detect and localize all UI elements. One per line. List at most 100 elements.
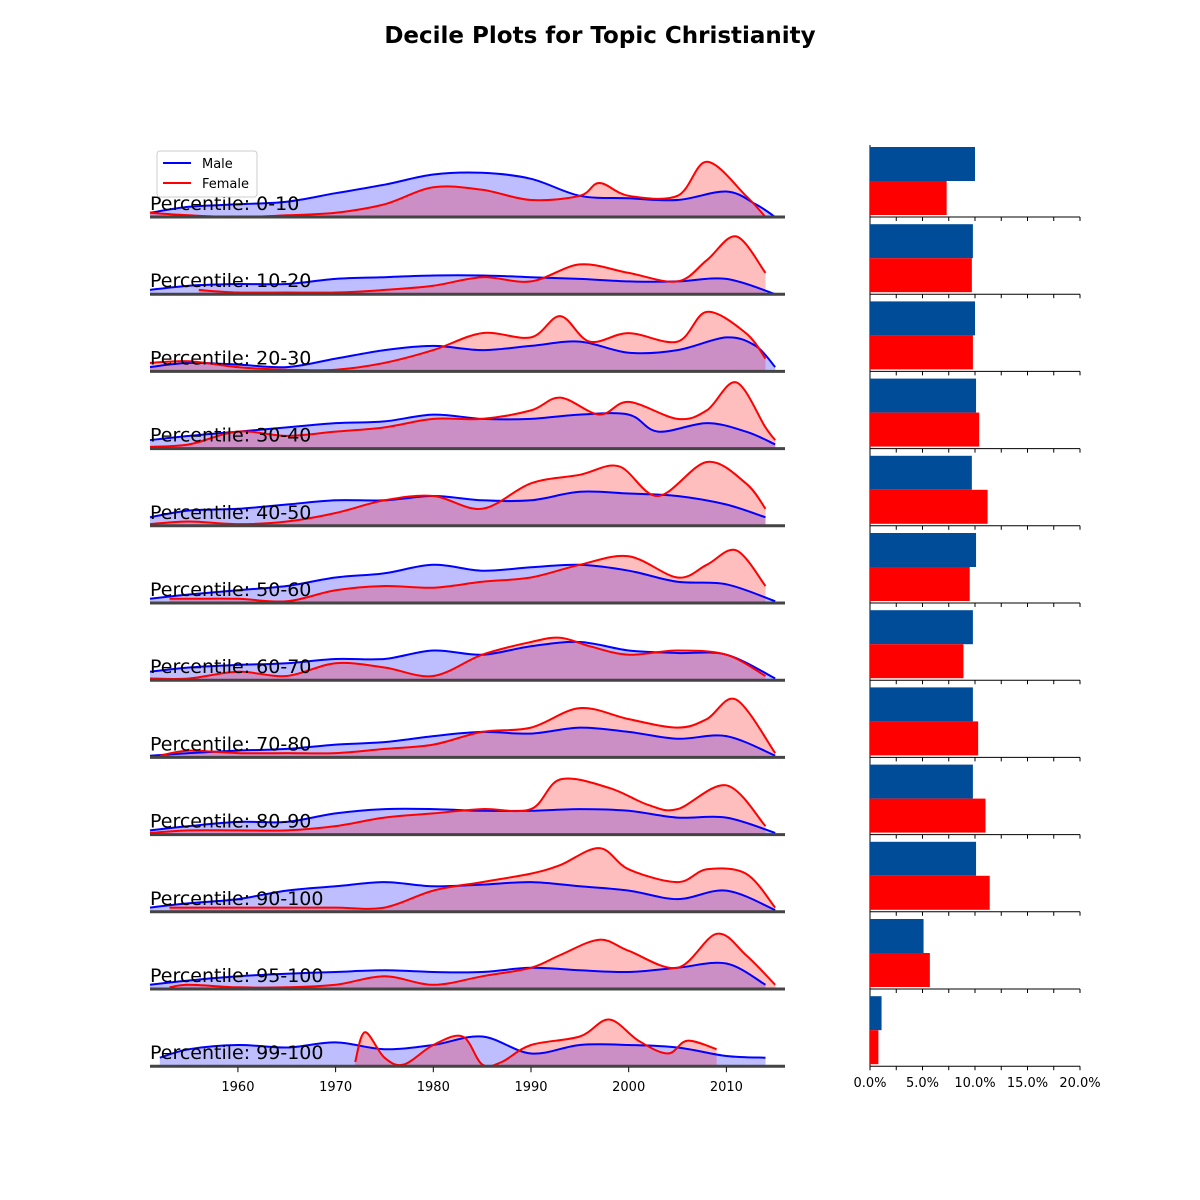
male-density-line (149, 490, 766, 519)
female-bar (870, 721, 979, 756)
bar-group-4 (869, 455, 1081, 530)
female-density-line (149, 636, 766, 680)
female-density-area (198, 236, 766, 295)
overlap-density-area (150, 808, 766, 835)
x-tick-label: 1970 (319, 1080, 352, 1095)
bar-group-0 (869, 147, 1081, 221)
bar-x-tick-label: 10.0% (954, 1076, 995, 1091)
bar-group-3 (869, 378, 1081, 453)
female-density-line (149, 310, 767, 372)
row-label: Percentile: 70-80 (150, 733, 311, 755)
female-bar (870, 798, 986, 833)
ridge-row-9: Percentile: 90-100 (149, 847, 785, 914)
bar-group-10 (869, 919, 1081, 993)
ridge-row-2: Percentile: 20-30 (149, 310, 785, 373)
male-bar (870, 919, 924, 953)
bar-x-tick-label: 15.0% (1007, 1076, 1048, 1091)
row-label: Percentile: 95-100 (150, 965, 323, 987)
overlap-density-area (169, 962, 766, 989)
bar-group-5 (869, 533, 1081, 607)
ridge-row-11: Percentile: 99-100 (150, 1018, 785, 1068)
female-bar (870, 181, 947, 215)
male-bar (870, 224, 973, 259)
bar-group-8 (869, 764, 1081, 839)
legend-female-label: Female (202, 177, 249, 192)
overlap-density-area (169, 882, 776, 912)
female-density-line (354, 1018, 717, 1068)
overlap-density-area (150, 413, 776, 449)
bar-group-7 (869, 687, 1081, 762)
female-density-line (149, 460, 767, 526)
ridge-row-8: Percentile: 80-90 (149, 777, 785, 837)
legend: Male Female (156, 150, 258, 198)
male-bar (870, 378, 977, 413)
bar-group-6 (869, 610, 1081, 685)
bar-group-2 (869, 301, 1081, 376)
bar-x-axis: 0.0% 5.0% 10.0% 15.0% 20.0% (853, 1076, 1100, 1091)
overlap-density-area (355, 1036, 717, 1067)
male-density-line (149, 726, 776, 757)
ridgeline-x-axis: 1960 1970 1980 1990 2000 2010 (221, 1067, 743, 1095)
female-density-line (169, 548, 767, 603)
x-tick-label: 1990 (514, 1080, 547, 1095)
bar-x-tick-label: 0.0% (853, 1076, 886, 1091)
female-density-line (169, 847, 776, 910)
male-density-line (149, 640, 776, 680)
male-density-line (149, 336, 776, 369)
ridge-row-10: Percentile: 95-100 (149, 932, 785, 991)
male-bar (870, 455, 972, 490)
bar-x-tick-label: 5.0% (906, 1076, 939, 1091)
male-bar (870, 610, 973, 645)
overlap-density-area (159, 727, 776, 758)
row-label: Percentile: 99-100 (150, 1042, 323, 1064)
female-density-line (149, 777, 767, 834)
male-bar (870, 301, 975, 336)
legend-male-label: Male (202, 157, 233, 172)
x-tick-label: 1980 (417, 1080, 450, 1095)
male-density-line (149, 171, 776, 218)
bar-panel (869, 145, 1081, 1071)
female-bar (870, 953, 930, 987)
bar-group-11 (869, 996, 1081, 1071)
female-bar (870, 875, 990, 910)
row-label: Percentile: 50-60 (150, 579, 311, 601)
row-label: Percentile: 0-10 (150, 193, 299, 215)
ridge-row-6: Percentile: 60-70 (149, 636, 785, 682)
male-bar (870, 687, 973, 722)
female-density-line (149, 381, 776, 448)
x-tick-label: 2010 (710, 1080, 743, 1095)
overlap-density-area (150, 641, 766, 681)
ridge-row-3: Percentile: 30-40 (149, 381, 785, 451)
male-density-line (149, 563, 776, 603)
ridge-row-5: Percentile: 50-60 (149, 548, 785, 605)
x-tick-label: 2000 (612, 1080, 645, 1095)
male-density-line (149, 807, 776, 834)
chart-title: Decile Plots for Topic Christianity (384, 23, 815, 49)
male-bar (870, 996, 882, 1031)
male-density-line (159, 1035, 766, 1059)
x-tick-label: 1960 (221, 1080, 254, 1095)
male-bar (870, 764, 973, 799)
female-bar (870, 412, 980, 447)
row-label: Percentile: 60-70 (150, 656, 311, 678)
ridgeline-panel: Percentile: 0-10 Percentile: 10-20 Percent… (149, 160, 785, 1068)
row-label: Percentile: 80-90 (150, 811, 311, 833)
ridge-row-4: Percentile: 40-50 (149, 460, 785, 528)
female-bar (870, 258, 972, 293)
female-density-line (159, 697, 777, 757)
female-bar (870, 489, 988, 524)
male-bar (870, 841, 977, 876)
overlap-density-area (150, 491, 766, 526)
bar-group-9 (869, 841, 1081, 916)
overlap-density-area (169, 564, 766, 603)
bar-x-tick-label: 20.0% (1059, 1076, 1100, 1091)
female-bar (870, 335, 973, 370)
row-label: Percentile: 90-100 (150, 888, 323, 910)
row-label: Percentile: 30-40 (150, 425, 311, 447)
bar-group-1 (869, 224, 1081, 299)
ridge-row-1: Percentile: 10-20 (149, 235, 785, 296)
female-density-line (198, 235, 767, 294)
row-label: Percentile: 40-50 (150, 502, 311, 524)
male-bar (870, 533, 977, 567)
